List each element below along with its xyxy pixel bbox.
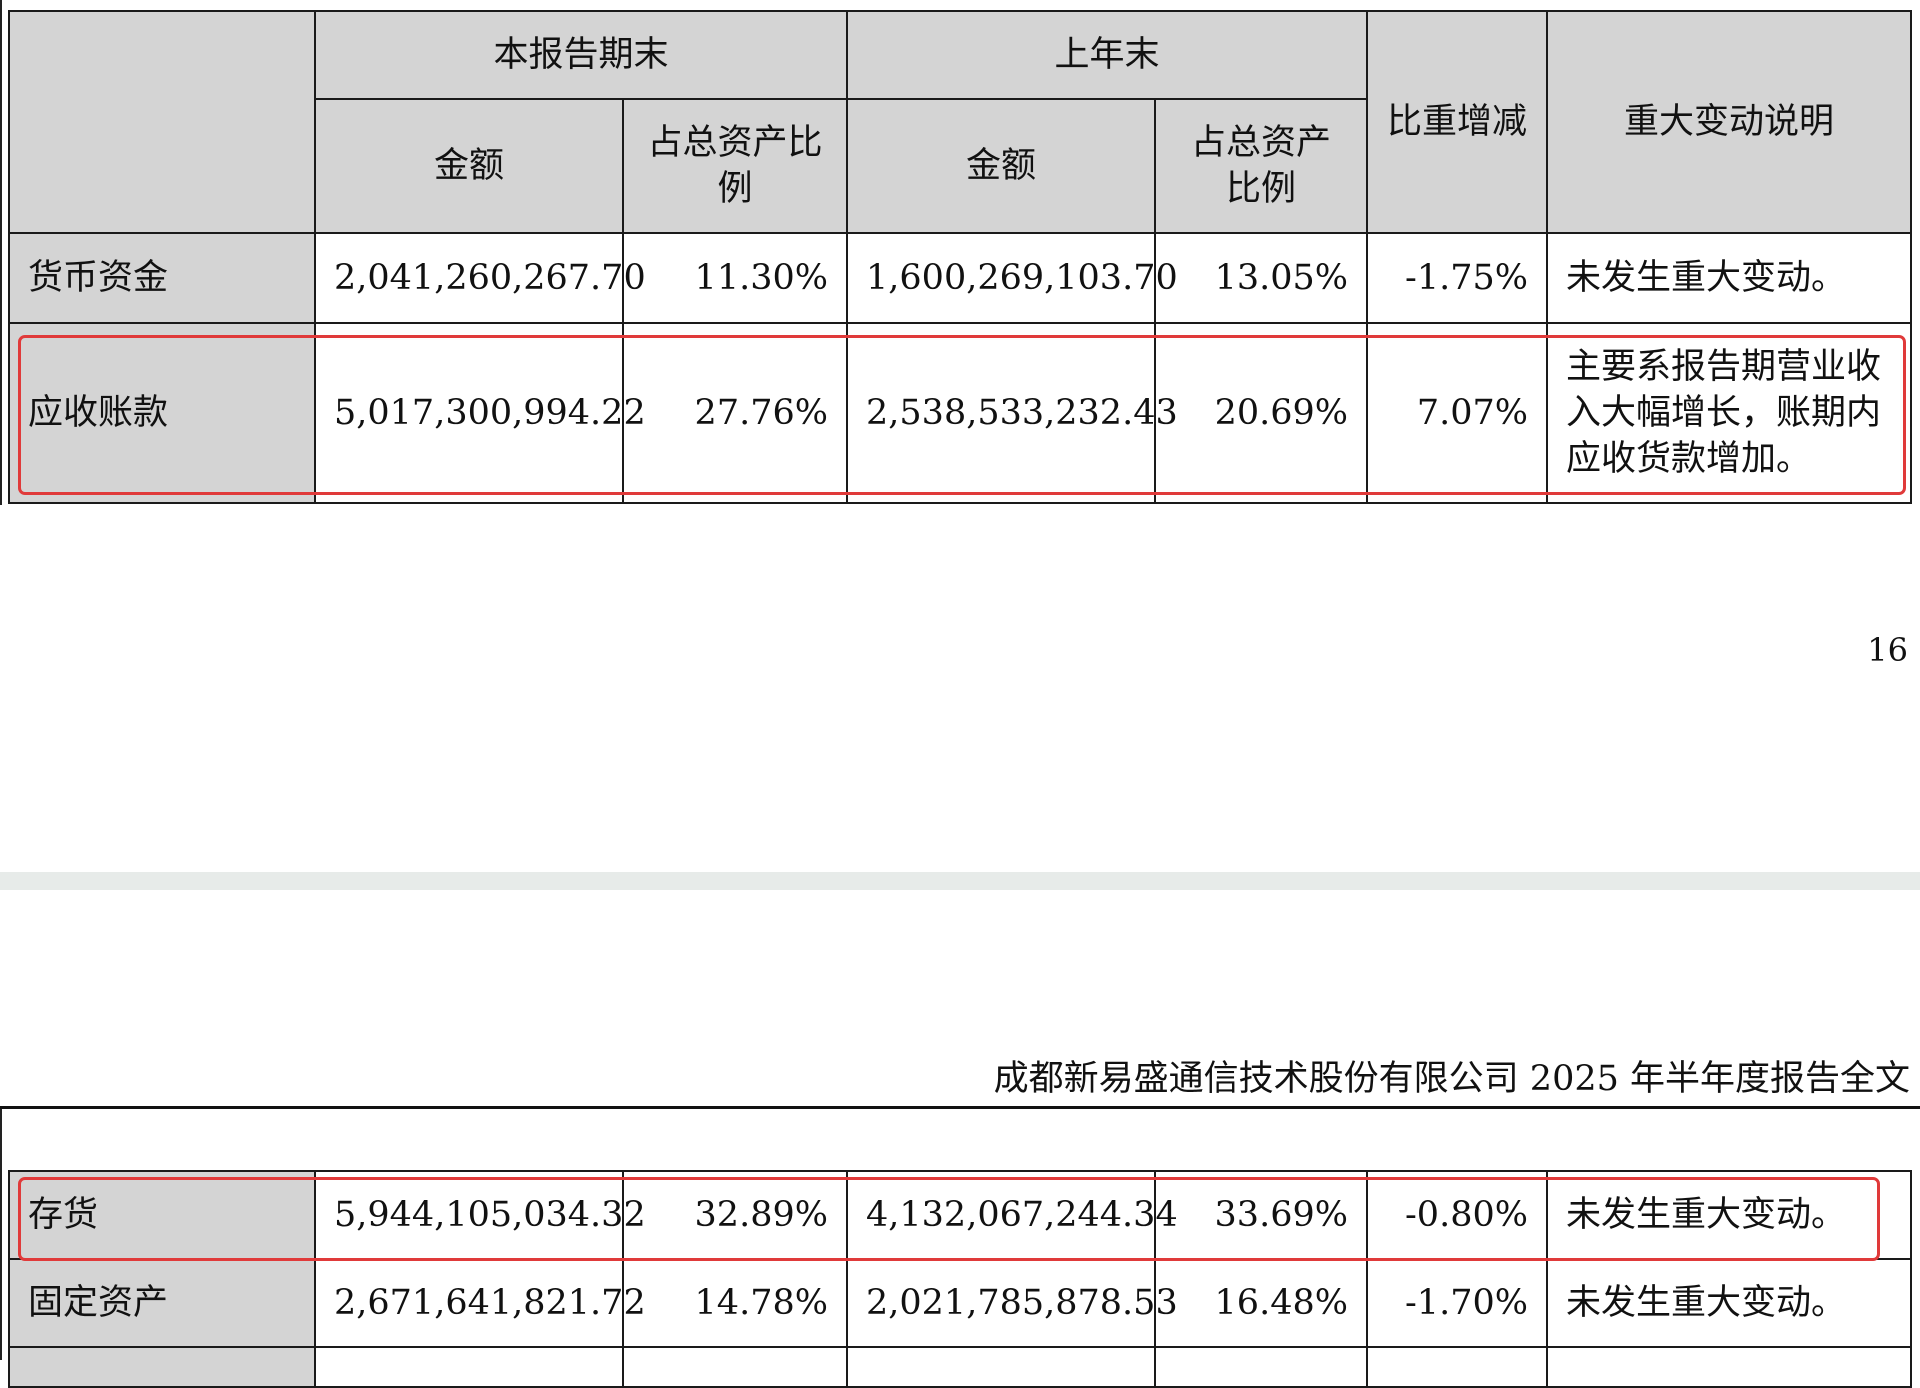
ratio-current: 11.30% [621, 232, 849, 324]
ratio-change: -0.80% [1366, 1170, 1548, 1260]
amount-prior: 4,132,067,244.34 [846, 1170, 1178, 1260]
ratio-change: 7.07% [1366, 322, 1549, 504]
header-current-period: 本报告期末 [313, 10, 849, 100]
page-left-edge [0, 1106, 2, 1360]
ratio-current: 27.76% [621, 322, 849, 504]
table-row-partial [8, 1346, 1912, 1388]
ratio-prior: 33.69% [1154, 1170, 1368, 1260]
table-row: 存货 5,944,105,034.32 32.89% 4,132,067,244… [8, 1170, 1912, 1260]
ratio-change: -1.75% [1366, 232, 1549, 324]
page-number: 16 [1867, 631, 1908, 669]
header-ratio-current: 占总资产比例 [621, 98, 849, 234]
page-break-divider [0, 872, 1920, 890]
title-rule [0, 1106, 1920, 1109]
amount-prior: 2,538,533,232.43 [846, 322, 1178, 504]
amount-current: 5,944,105,034.32 [314, 1170, 646, 1260]
amount-current: 5,017,300,994.22 [314, 322, 646, 504]
table-row: 货币资金 2,041,260,267.70 11.30% 1,600,269,1… [8, 232, 1913, 324]
table-row: 固定资产 2,671,641,821.72 14.78% 2,021,785,8… [8, 1258, 1912, 1348]
amount-current: 2,041,260,267.70 [314, 232, 646, 324]
ratio-change: -1.70% [1366, 1258, 1548, 1348]
row-label: 货币资金 [8, 232, 316, 324]
amount-prior: 1,600,269,103.70 [846, 232, 1178, 324]
header-ratio-prior: 占总资产比例 [1154, 98, 1369, 234]
header-amount-prior: 金额 [846, 98, 1157, 234]
header-change: 比重增减 [1366, 10, 1549, 234]
balance-sheet-table-page1: 本报告期末 上年末 比重增减 重大变动说明 金额 占总资产比例 金额 占总资产比… [8, 10, 1913, 504]
row-label: 固定资产 [8, 1258, 316, 1348]
ratio-prior: 16.48% [1154, 1258, 1368, 1348]
change-note: 未发生重大变动。 [1546, 1170, 1912, 1260]
header-note: 重大变动说明 [1546, 10, 1913, 234]
header-prior-year-end: 上年末 [846, 10, 1369, 100]
balance-sheet-table-page2: 存货 5,944,105,034.32 32.89% 4,132,067,244… [8, 1170, 1912, 1388]
amount-prior: 2,021,785,878.53 [846, 1258, 1178, 1348]
ratio-current: 32.89% [622, 1170, 848, 1260]
ratio-current: 14.78% [622, 1258, 848, 1348]
header-amount-current: 金额 [314, 98, 624, 234]
table-row: 应收账款 5,017,300,994.22 27.76% 2,538,533,2… [8, 322, 1913, 504]
change-note: 未发生重大变动。 [1546, 1258, 1912, 1348]
ratio-prior: 13.05% [1154, 232, 1369, 324]
amount-current: 2,671,641,821.72 [314, 1258, 646, 1348]
change-note: 主要系报告期营业收入大幅增长，账期内应收货款增加。 [1546, 322, 1913, 504]
change-note: 未发生重大变动。 [1546, 232, 1913, 324]
report-title: 成都新易盛通信技术股份有限公司 2025 年半年度报告全文 [993, 1059, 1910, 1099]
row-label: 存货 [8, 1170, 316, 1260]
header-item-cell [8, 10, 316, 234]
ratio-prior: 20.69% [1154, 322, 1369, 504]
row-label: 应收账款 [8, 322, 316, 504]
page-left-edge [0, 0, 2, 505]
